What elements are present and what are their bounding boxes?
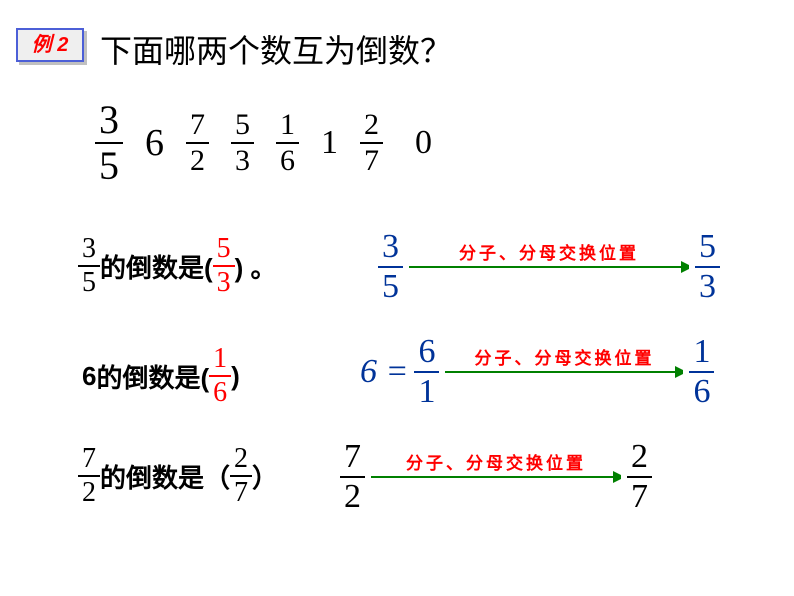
- number-1: 1: [321, 124, 338, 162]
- text-close-1: ) 。: [235, 248, 277, 285]
- demo2-right: 16: [689, 335, 714, 409]
- six-equals: 6 =: [360, 353, 408, 391]
- demo3-left: 72: [340, 440, 365, 514]
- text-reciprocal-3: 的倒数是（: [100, 458, 230, 495]
- fraction-2-7: 27: [360, 110, 383, 176]
- answer-2-7: 27: [230, 445, 252, 507]
- demo1-right: 53: [695, 230, 720, 304]
- example-badge: 例 2: [16, 28, 84, 62]
- swap-label-1: 分子、分母交换位置: [409, 239, 689, 264]
- fraction-3-5: 35: [95, 100, 123, 186]
- demo2-left: 61: [414, 335, 439, 409]
- number-6: 6: [145, 121, 164, 165]
- swap-label-3: 分子、分母交换位置: [371, 449, 621, 474]
- statement-3: 72 的倒数是（ 27 ）: [78, 445, 278, 507]
- fraction-7-2: 72: [186, 110, 209, 176]
- text-close-2: ): [231, 361, 240, 392]
- numbers-row: 35 6 72 53 16 1 27 0: [95, 100, 432, 186]
- fraction-7-2-small: 72: [78, 445, 100, 507]
- statement-2: 6 的倒数是( 16 ): [82, 345, 240, 407]
- fraction-5-3: 53: [231, 110, 254, 176]
- number-0: 0: [415, 124, 432, 162]
- demo1-left: 35: [378, 230, 403, 304]
- text-close-3: ）: [252, 458, 278, 495]
- statement-1: 35 的倒数是( 53 ) 。: [78, 235, 277, 297]
- swap-label-2: 分子、分母交换位置: [445, 344, 683, 369]
- swap-demo-3: 72 分子、分母交换位置 27: [340, 440, 652, 514]
- demo3-right: 27: [627, 440, 652, 514]
- text-reciprocal-1: 的倒数是(: [100, 248, 213, 285]
- swap-demo-2: 6 = 61 分子、分母交换位置 16: [360, 335, 714, 409]
- answer-5-3: 53: [213, 235, 235, 297]
- swap-demo-1: 35 分子、分母交换位置 53: [378, 230, 720, 304]
- answer-1-6: 16: [209, 345, 231, 407]
- number-6-lhs: 6: [82, 361, 96, 392]
- page-title: 下面哪两个数互为倒数？: [100, 26, 452, 72]
- fraction-3-5-small: 35: [78, 235, 100, 297]
- text-reciprocal-2: 的倒数是(: [96, 358, 209, 395]
- fraction-1-6: 16: [276, 110, 299, 176]
